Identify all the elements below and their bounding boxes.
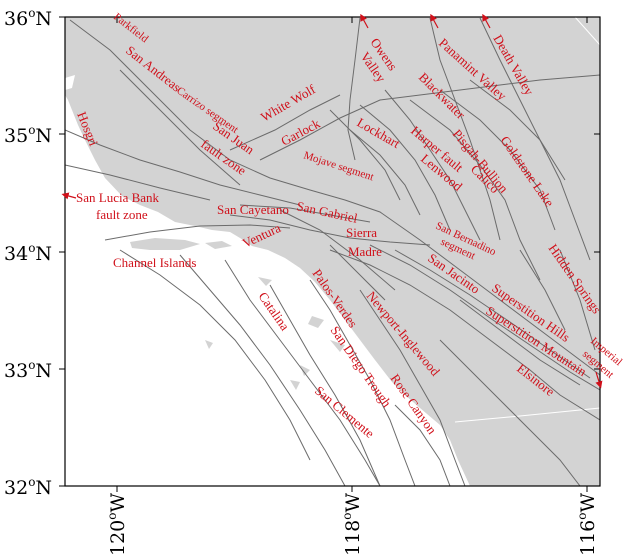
lat-label-34: 34oN: [4, 241, 52, 265]
lon-label-120: 120oW: [105, 493, 129, 557]
label-slb-2: fault zone: [96, 207, 148, 222]
lat-label-36: 36oN: [4, 6, 52, 30]
longitude-labels: 120oW 118oW 116oW: [105, 493, 599, 557]
lat-label-35: 35oN: [4, 123, 52, 147]
latitude-labels: 36oN 35oN 34oN 33oN 32oN: [4, 6, 52, 499]
lat-label-32: 32oN: [4, 475, 52, 499]
lon-label-118: 118oW: [340, 493, 364, 557]
label-madre: Madre: [348, 244, 382, 259]
label-sierra: Sierra: [346, 225, 377, 240]
label-slb-1: San Lucia Bank: [76, 190, 160, 205]
lon-label-116: 116oW: [575, 493, 599, 557]
label-channel-islands: Channel Islands: [113, 255, 196, 270]
lat-label-33: 33oN: [4, 358, 52, 382]
label-san-cayetano: San Cayetano: [217, 202, 289, 217]
